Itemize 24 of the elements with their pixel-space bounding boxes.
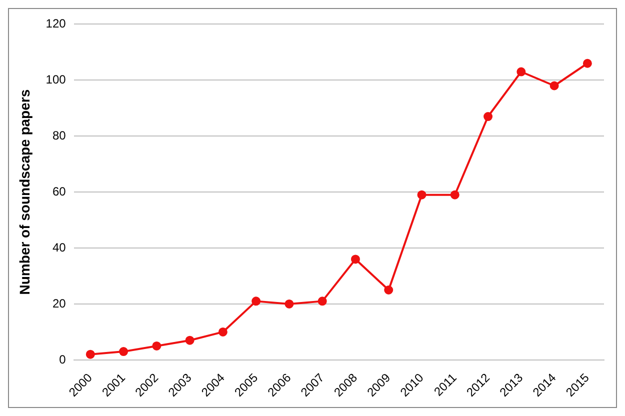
- y-axis-title: Number of soundscape papers: [16, 89, 32, 295]
- point: [350, 254, 360, 264]
- y-tick-label: 20: [52, 296, 66, 310]
- y-tick-label: 40: [52, 240, 66, 254]
- point: [284, 299, 294, 308]
- y-tick-label: 80: [52, 128, 66, 142]
- point: [185, 336, 194, 345]
- point: [450, 190, 460, 200]
- y-tick-label: 120: [46, 16, 66, 31]
- y-tick-label: 0: [59, 352, 66, 366]
- point: [119, 347, 128, 356]
- point: [384, 285, 394, 294]
- point: [218, 327, 228, 336]
- point: [318, 296, 327, 306]
- point: [252, 296, 261, 306]
- y-tick-label: 100: [46, 72, 66, 86]
- point: [152, 341, 162, 350]
- point: [550, 81, 559, 90]
- point: [86, 350, 95, 359]
- point: [417, 190, 426, 200]
- point: [484, 112, 493, 122]
- y-tick-label: 60: [52, 184, 66, 198]
- point: [582, 58, 592, 68]
- point: [516, 67, 526, 76]
